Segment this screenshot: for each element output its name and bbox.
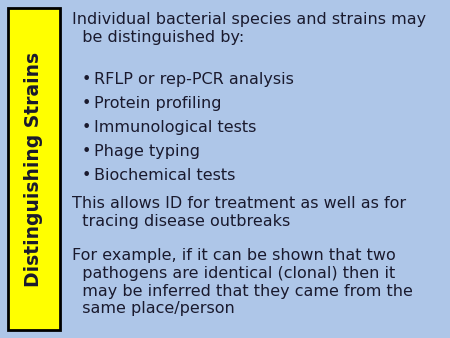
Text: •: •	[82, 168, 91, 183]
Text: •: •	[82, 96, 91, 111]
Text: For example, if it can be shown that two: For example, if it can be shown that two	[72, 248, 396, 263]
Text: Phage typing: Phage typing	[94, 144, 200, 159]
Text: •: •	[82, 144, 91, 159]
Text: Distinguishing Strains: Distinguishing Strains	[24, 51, 44, 287]
Text: may be inferred that they came from the: may be inferred that they came from the	[72, 284, 413, 299]
Text: Biochemical tests: Biochemical tests	[94, 168, 235, 183]
Text: RFLP or rep-PCR analysis: RFLP or rep-PCR analysis	[94, 72, 294, 87]
Text: pathogens are identical (clonal) then it: pathogens are identical (clonal) then it	[72, 266, 395, 281]
Text: Immunological tests: Immunological tests	[94, 120, 256, 135]
Text: be distinguished by:: be distinguished by:	[72, 30, 244, 45]
Bar	[8, 8, 60, 330]
Text: Individual bacterial species and strains may: Individual bacterial species and strains…	[72, 12, 426, 27]
Text: This allows ID for treatment as well as for: This allows ID for treatment as well as …	[72, 196, 406, 211]
Text: same place/person: same place/person	[72, 301, 235, 316]
Text: tracing disease outbreaks: tracing disease outbreaks	[72, 214, 290, 229]
Text: Protein profiling: Protein profiling	[94, 96, 221, 111]
Text: •: •	[82, 72, 91, 87]
Text: •: •	[82, 120, 91, 135]
